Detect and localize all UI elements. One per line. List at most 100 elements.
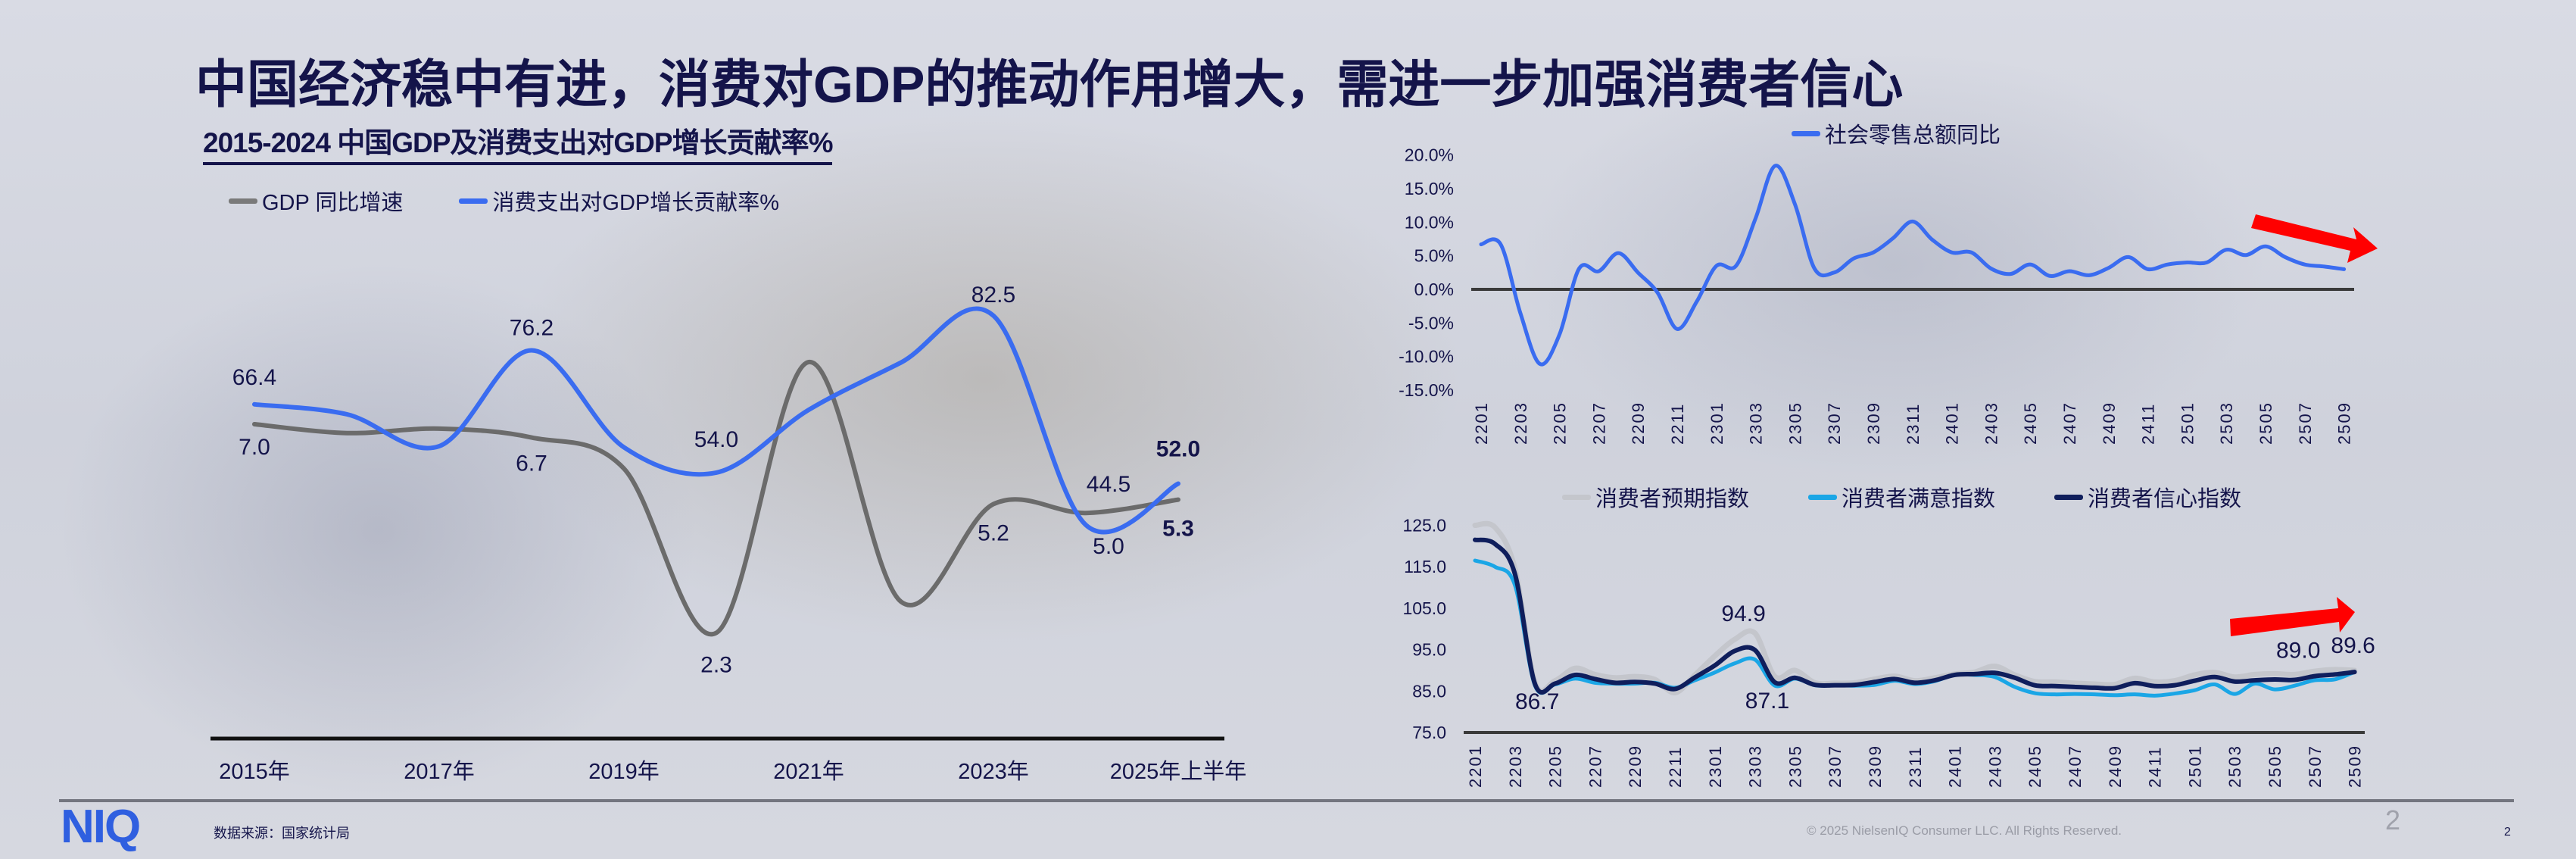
data-label: 76.2 xyxy=(510,316,554,341)
x-tick-label: 2407 xyxy=(2060,401,2079,445)
x-tick-label: 2023年 xyxy=(958,759,1029,784)
y-tick-label: -10.0% xyxy=(1399,347,1454,367)
x-tick-label: 2201 xyxy=(1466,745,1485,788)
x-tick-label: 2505 xyxy=(2266,745,2284,788)
x-tick-label: 2507 xyxy=(2296,401,2315,445)
x-tick-label: 2503 xyxy=(2217,401,2236,445)
x-tick-label: 2403 xyxy=(1985,745,2004,788)
x-tick-label: 2203 xyxy=(1506,745,1525,788)
x-tick-label: 2301 xyxy=(1707,401,1726,445)
x-tick-label: 2409 xyxy=(2100,401,2119,445)
x-tick-label: 2409 xyxy=(2106,745,2125,788)
x-tick-label: 2503 xyxy=(2225,745,2244,788)
series-line-confidence xyxy=(1473,537,2357,695)
data-label: 89.6 xyxy=(2331,633,2375,658)
footer-divider xyxy=(59,799,2514,802)
legend-item-expectation: 消费者预期指数 xyxy=(1562,481,1749,513)
x-tick-label: 2201 xyxy=(1472,401,1491,445)
x-tick-label: 2301 xyxy=(1706,745,1725,788)
x-tick-label: 2303 xyxy=(1746,745,1765,788)
data-label: 87.1 xyxy=(1745,689,1789,714)
legend-label: 社会零售总额同比 xyxy=(1825,123,2001,148)
y-tick-label: 15.0% xyxy=(1405,179,1454,198)
x-tick-label: 2405 xyxy=(2026,745,2044,788)
x-tick-label: 2203 xyxy=(1511,401,1530,445)
y-tick-label: -5.0% xyxy=(1408,313,1454,333)
y-tick-label: 5.0% xyxy=(1414,246,1454,266)
legend-item-confidence: 消费者信心指数 xyxy=(2054,481,2241,513)
legend-swatch-confidence xyxy=(2054,494,2084,500)
legend-swatch-expectation xyxy=(1562,494,1591,500)
legend-swatch-satisfaction xyxy=(1808,494,1838,500)
page-number: 2 xyxy=(2385,804,2401,836)
legend-label: GDP 同比增速 xyxy=(262,191,404,215)
data-label: 44.5 xyxy=(1087,472,1131,497)
x-tick-label: 2025年上半年 xyxy=(1110,759,1247,784)
left-chart-legend: GDP 同比增速 消费支出对GDP增长贡献率% xyxy=(229,185,835,217)
x-tick-label: 2501 xyxy=(2185,745,2204,788)
x-tick-label: 2307 xyxy=(1825,401,1844,445)
y-tick-label: 125.0 xyxy=(1402,516,1446,536)
x-tick-label: 2307 xyxy=(1826,745,1845,788)
chart-subtitle: 2015-2024 中国GDP及消费支出对GDP增长贡献率% xyxy=(203,120,833,165)
data-label: 66.4 xyxy=(232,365,276,390)
x-tick-label: 2209 xyxy=(1626,745,1645,788)
series-line-retail-sales xyxy=(1479,164,2347,367)
x-tick-label: 2507 xyxy=(2306,745,2325,788)
data-label: 5.2 xyxy=(978,520,1009,545)
data-label: 7.0 xyxy=(239,435,270,460)
x-tick-label: 2211 xyxy=(1668,403,1687,445)
legend-swatch-gdp xyxy=(229,198,257,204)
legend-swatch-retail xyxy=(1792,130,1820,136)
x-tick-label: 2405 xyxy=(2021,401,2040,445)
data-label: 82.5 xyxy=(971,283,1015,308)
x-tick-label: 2309 xyxy=(1866,745,1885,788)
x-tick-label: 2411 xyxy=(2139,403,2158,445)
legend-item-consumption: 消费支出对GDP增长贡献率% xyxy=(459,185,779,217)
legend-item-gdp: GDP 同比增速 xyxy=(229,185,403,217)
x-tick-label: 2403 xyxy=(1982,401,2001,445)
x-tick-label: 2207 xyxy=(1589,401,1608,445)
trend-arrow-up-icon xyxy=(2230,597,2355,636)
data-label: 2.3 xyxy=(700,652,732,677)
legend-label: 消费者预期指数 xyxy=(1595,487,1750,511)
niq-logo: NIQ xyxy=(61,801,141,853)
page-title: 中国经济稳中有进，消费对GDP的推动作用增大，需进一步加强消费者信心 xyxy=(195,56,1904,114)
series-line-gdp xyxy=(252,359,1180,637)
x-tick-label: 2205 xyxy=(1551,401,1570,445)
y-tick-label: 20.0% xyxy=(1405,145,1454,165)
x-tick-label: 2501 xyxy=(2178,401,2197,445)
y-tick-label: 115.0 xyxy=(1404,557,1446,576)
legend-swatch-consumption xyxy=(459,198,488,204)
x-tick-label: 2305 xyxy=(1785,401,1804,445)
y-tick-label: 85.0 xyxy=(1412,681,1446,701)
x-tick-label: 2303 xyxy=(1747,401,1766,445)
y-tick-label: 95.0 xyxy=(1412,640,1446,660)
trend-arrow-down-icon xyxy=(2251,214,2378,263)
y-tick-label: -15.0% xyxy=(1399,380,1454,400)
data-label: 5.0 xyxy=(1093,534,1124,559)
x-tick-label: 2505 xyxy=(2256,401,2275,445)
y-tick-label: 105.0 xyxy=(1402,598,1446,618)
x-tick-label: 2509 xyxy=(2335,401,2354,445)
legend-label: 消费者满意指数 xyxy=(1842,487,1996,511)
retail-chart-legend: 社会零售总额同比 xyxy=(1792,117,2001,149)
x-tick-label: 2407 xyxy=(2066,745,2085,788)
legend-item-satisfaction: 消费者满意指数 xyxy=(1808,481,1995,513)
x-tick-label: 2021年 xyxy=(773,759,844,784)
x-tick-label: 2401 xyxy=(1943,401,1962,445)
page-number-small: 2 xyxy=(2504,826,2511,839)
x-tick-label: 2311 xyxy=(1904,403,1923,445)
data-label: 6.7 xyxy=(516,451,547,476)
x-tick-label: 2209 xyxy=(1629,401,1648,445)
x-tick-label: 2211 xyxy=(1666,746,1685,788)
x-tick-label: 2015年 xyxy=(219,759,290,784)
copyright: © 2025 NielsenIQ Consumer LLC. All Right… xyxy=(1807,823,2122,838)
series-line-expectation xyxy=(1472,520,2358,695)
x-tick-label: 2205 xyxy=(1546,745,1565,788)
x-tick-label: 2309 xyxy=(1864,401,1883,445)
y-tick-label: 0.0% xyxy=(1414,280,1454,299)
data-source: 数据来源：国家统计局 xyxy=(214,826,350,841)
x-tick-label: 2311 xyxy=(1906,746,1925,788)
series-line-consumption xyxy=(252,306,1180,535)
